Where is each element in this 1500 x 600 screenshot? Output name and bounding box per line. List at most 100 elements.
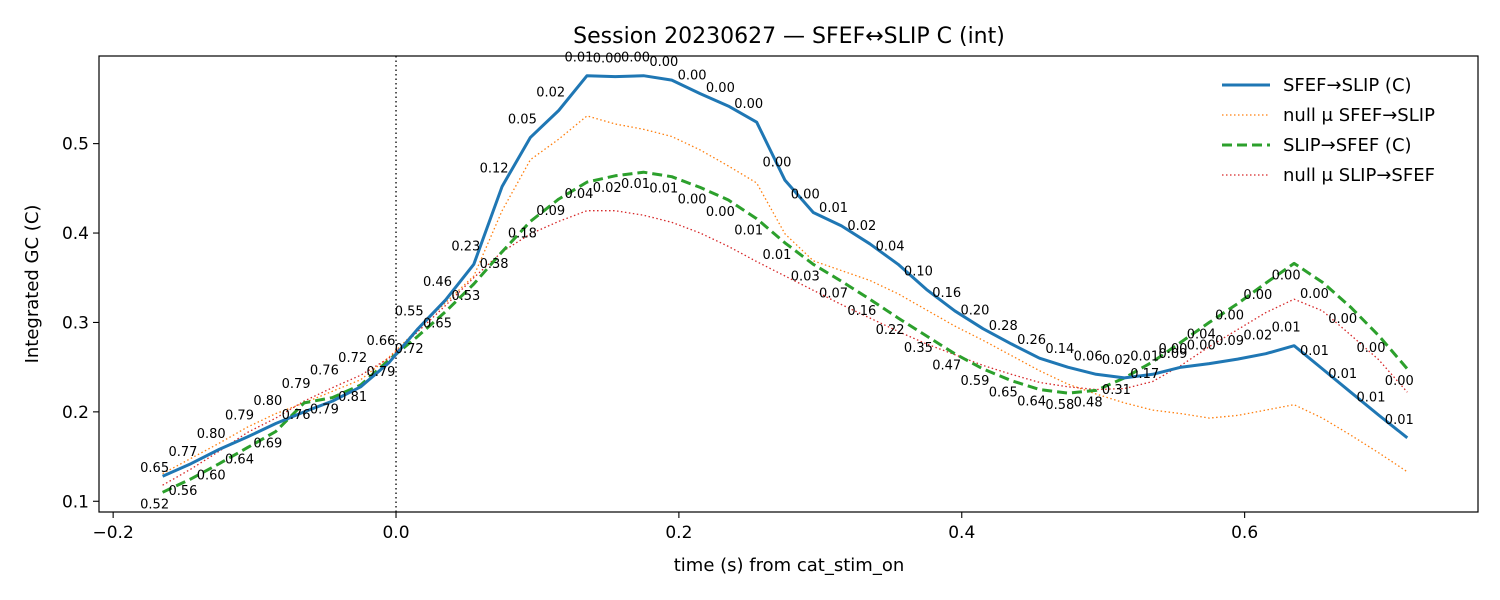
p-value-label: 0.12 (480, 162, 509, 177)
p-value-label: 0.76 (310, 364, 339, 379)
p-value-label: 0.00 (1187, 339, 1216, 354)
p-value-label: 0.04 (1187, 327, 1216, 342)
x-tick-label: 0.0 (382, 523, 409, 543)
legend-label: SLIP→SFEF (C) (1283, 135, 1412, 156)
chart-title: Session 20230627 — SFEF↔SLIP C (int) (573, 24, 1005, 49)
p-value-label: 0.79 (366, 365, 395, 380)
p-value-label: 0.60 (197, 469, 226, 484)
p-value-label: 0.00 (734, 97, 763, 112)
p-value-label: 0.03 (791, 269, 820, 284)
p-value-label: 0.05 (508, 112, 537, 127)
series-line-0 (161, 74, 1409, 478)
p-value-label: 0.17 (1130, 367, 1159, 382)
p-value-label: 0.00 (1385, 374, 1414, 389)
p-value-label: 0.47 (932, 359, 961, 374)
p-value-label: 0.65 (423, 317, 452, 332)
p-value-label: 0.02 (593, 181, 622, 196)
p-value-label: 0.01 (1300, 344, 1329, 359)
p-value-label: 0.69 (253, 437, 282, 452)
p-value-label: 0.79 (282, 377, 311, 392)
p-value-label: 0.04 (564, 187, 593, 202)
p-value-label: 0.01 (621, 177, 650, 192)
p-value-label: 0.07 (819, 286, 848, 301)
p-value-label: 0.80 (253, 394, 282, 409)
y-tick-label: 0.3 (62, 313, 89, 333)
p-value-label: 0.65 (140, 461, 169, 476)
p-value-label: 0.00 (791, 187, 820, 202)
p-value-label: 0.00 (1272, 268, 1301, 283)
p-value-label: 0.16 (847, 304, 876, 319)
p-value-label: 0.10 (904, 264, 933, 279)
p-value-label: 0.00 (678, 192, 707, 207)
p-value-label: 0.01 (1385, 413, 1414, 428)
p-value-label: 0.00 (649, 55, 678, 70)
p-value-label: 0.31 (1102, 383, 1131, 398)
p-value-label: 0.01 (649, 182, 678, 197)
p-value-label: 0.01 (1328, 367, 1357, 382)
p-value-label: 0.81 (338, 390, 367, 405)
p-value-label: 0.79 (225, 408, 254, 423)
p-value-label: 0.38 (480, 257, 509, 272)
p-value-label: 0.20 (960, 304, 989, 319)
series-line-2 (161, 170, 1409, 494)
p-value-label: 0.64 (225, 453, 254, 468)
p-value-label: 0.55 (395, 305, 424, 320)
p-value-label: 0.56 (168, 484, 197, 499)
legend-label: SFEF→SLIP (C) (1283, 75, 1412, 96)
x-tick-label: 0.6 (1231, 523, 1258, 543)
plot-frame (98, 55, 1479, 513)
p-value-label: 0.09 (1159, 347, 1188, 362)
p-value-label: 0.16 (932, 286, 961, 301)
p-value-label: 0.00 (593, 52, 622, 67)
y-tick-label: 0.5 (62, 135, 89, 155)
p-value-label: 0.64 (1017, 395, 1046, 410)
p-value-label: 0.23 (451, 239, 480, 254)
series-line-3 (162, 210, 1408, 486)
legend: SFEF→SLIP (C) null μ SFEF→SLIP SLIP→SFEF (… (1222, 75, 1435, 186)
x-tick-label: 0.2 (665, 523, 692, 543)
p-value-label: 0.80 (197, 427, 226, 442)
p-value-label: 0.01 (1357, 390, 1386, 405)
p-value-label: 0.26 (1017, 333, 1046, 348)
p-value-label: 0.58 (1045, 398, 1074, 413)
p-value-label: 0.79 (310, 403, 339, 418)
p-value-label: 0.22 (876, 323, 905, 338)
p-value-label: 0.76 (282, 408, 311, 423)
p-value-label: 0.00 (706, 205, 735, 220)
legend-label: null μ SFEF→SLIP (1283, 105, 1435, 126)
p-value-label: 0.72 (395, 342, 424, 357)
p-value-label: 0.00 (1300, 287, 1329, 302)
p-value-label: 0.02 (847, 219, 876, 234)
p-value-label: 0.52 (140, 497, 169, 512)
x-tick-label: −0.2 (93, 523, 134, 543)
p-value-label: 0.01 (762, 248, 791, 263)
p-value-label: 0.00 (706, 81, 735, 96)
y-tick-label: 0.1 (62, 492, 89, 512)
p-value-label: 0.66 (366, 334, 395, 349)
p-value-label: 0.53 (451, 289, 480, 304)
p-value-label: 0.01 (734, 224, 763, 239)
p-value-label: 0.04 (876, 239, 905, 254)
p-value-label: 0.01 (564, 51, 593, 66)
p-value-label: 0.02 (536, 86, 565, 101)
x-axis-label: time (s) from cat_stim_on (674, 555, 905, 576)
p-value-label: 0.06 (1074, 349, 1103, 364)
p-value-label: 0.01 (1130, 349, 1159, 364)
legend-label: null μ SLIP→SFEF (1283, 165, 1435, 186)
y-axis-label: Integrated GC (C) (22, 205, 43, 364)
p-value-label: 0.65 (989, 386, 1018, 401)
p-value-label: 0.01 (819, 201, 848, 216)
p-value-label: 0.00 (1357, 341, 1386, 356)
y-tick-label: 0.2 (62, 403, 89, 423)
x-axis: −0.2 0.0 0.2 0.4 0.6 (93, 512, 1258, 543)
p-value-label: 0.00 (762, 155, 791, 170)
p-value-label: 0.09 (536, 204, 565, 219)
plot-content: 0.550.460.230.120.050.020.01 0.00 0.00 0.00… (140, 51, 1414, 513)
p-value-label: 0.00 (621, 51, 650, 66)
y-axis: 0.1 0.2 0.3 0.4 0.5 (62, 135, 99, 512)
p-value-label: 0.09 (1215, 334, 1244, 349)
p-value-label: 0.00 (678, 69, 707, 84)
p-value-label: 0.14 (1045, 342, 1074, 357)
p-value-label: 0.00 (1328, 312, 1357, 327)
